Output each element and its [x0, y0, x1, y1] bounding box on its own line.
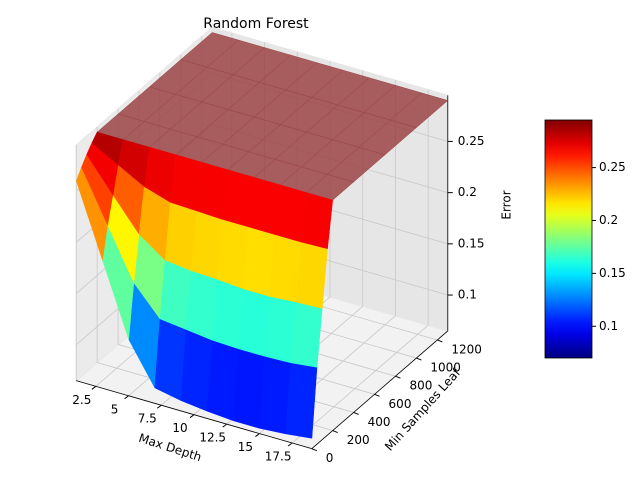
tick-label: 12.5: [199, 431, 226, 445]
y-tick: [332, 430, 338, 434]
tick-label: 0.2: [458, 185, 477, 199]
y-tick: [353, 411, 359, 415]
surface-patch: [154, 318, 187, 401]
x-tick: [124, 395, 129, 400]
colorbar-tick-label: 0.2: [599, 213, 618, 227]
tick-label: 200: [347, 433, 370, 447]
tick-label: 1000: [430, 361, 461, 375]
surface-patch: [301, 192, 333, 250]
chart-title: Random Forest: [203, 16, 309, 32]
axis-line: [76, 380, 312, 450]
y-tick: [395, 375, 401, 379]
tick-label: 600: [389, 397, 412, 411]
surface-patch: [285, 362, 318, 439]
tick-label: 0.15: [458, 236, 485, 250]
colorbar-tick-label: 0.1: [599, 319, 618, 333]
tick-label: 7.5: [138, 412, 157, 426]
tick-label: 5: [111, 402, 119, 416]
surface-patch: [274, 184, 307, 243]
surface-patch: [164, 201, 197, 272]
x-axis-label: Max Depth: [137, 431, 203, 464]
surface-patch: [185, 270, 218, 341]
y-tick: [311, 448, 317, 452]
tick-label: 1200: [451, 342, 482, 356]
tick-label: 0.1: [458, 288, 477, 302]
surface-patch: [290, 301, 323, 368]
surface-patch: [191, 210, 224, 280]
surface-patch: [222, 169, 255, 228]
x-tick: [91, 385, 97, 390]
tick-label: 0: [326, 451, 334, 465]
surface-patch: [259, 355, 292, 435]
surface-patch: [206, 339, 239, 422]
x-tick: [287, 442, 293, 447]
z-axis-label: Error: [500, 190, 514, 219]
surface-patch: [196, 161, 229, 220]
surface-patch: [159, 259, 192, 330]
axis-line: [311, 330, 449, 449]
x-tick: [255, 433, 260, 437]
colorbar-tick-label: 0.25: [599, 160, 626, 174]
surface-patch: [170, 154, 203, 212]
colorbar-tick-label: 0.15: [599, 266, 626, 280]
surface-patch: [243, 226, 276, 297]
tick-label: 400: [368, 415, 391, 429]
y-tick: [374, 393, 380, 397]
surface-patch: [269, 234, 302, 303]
surface-patch: [238, 288, 271, 357]
surface-patch: [180, 329, 213, 412]
surface-patch: [248, 177, 281, 235]
surface-patch: [217, 219, 250, 290]
surface-patch: [233, 348, 265, 429]
tick-label: 17.5: [265, 450, 292, 464]
y-tick: [437, 339, 443, 343]
surface-patch: [264, 296, 297, 364]
x-tick: [189, 414, 195, 419]
tick-label: 10: [172, 421, 187, 435]
tick-label: 0.25: [458, 134, 485, 148]
colorbar: [544, 119, 593, 359]
x-tick: [222, 423, 228, 428]
surface-patch: [212, 278, 244, 350]
y-tick: [416, 357, 422, 361]
surface-patch: [295, 241, 328, 309]
x-tick: [156, 404, 162, 409]
tick-label: 2.5: [72, 393, 91, 407]
tick-label: 800: [409, 379, 432, 393]
tick-label: 15: [238, 440, 253, 454]
grid-line: [291, 324, 429, 444]
